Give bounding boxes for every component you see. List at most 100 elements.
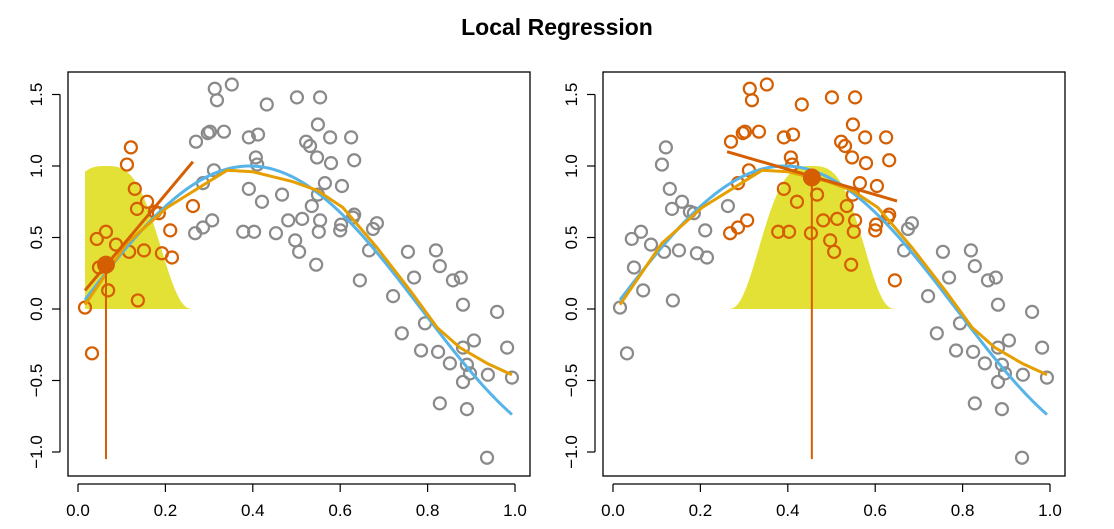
data-point-in-window (740, 213, 755, 228)
data-point-in-window (123, 140, 138, 155)
data-point (720, 198, 736, 214)
data-point (1001, 333, 1017, 348)
data-point (977, 356, 992, 371)
data-point (612, 300, 628, 315)
data-point (699, 250, 715, 265)
x-tick-label: 0.8 (951, 501, 975, 520)
data-point-in-window (887, 273, 902, 288)
data-point (311, 224, 326, 239)
y-tick-label: 1.0 (27, 154, 46, 178)
data-point-in-window (119, 157, 135, 172)
data-point (455, 374, 471, 390)
data-point (643, 237, 659, 252)
data-point (406, 270, 422, 285)
data-point (965, 344, 981, 359)
data-point (188, 226, 203, 241)
data-point (400, 244, 416, 259)
data-point-in-window (84, 346, 100, 361)
data-point (624, 231, 639, 247)
data-point-in-window (824, 90, 840, 105)
data-point (453, 270, 468, 285)
data-point-in-window (751, 124, 767, 139)
x-tick-label: 0.4 (776, 501, 800, 520)
data-point (216, 124, 232, 139)
data-point (352, 273, 367, 288)
data-point (990, 374, 1006, 390)
data-point-in-window (98, 224, 114, 239)
data-point (994, 402, 1010, 417)
data-point (224, 77, 239, 92)
loess-fit-line (83, 168, 513, 377)
data-point (432, 259, 447, 274)
target-fit-point (802, 168, 821, 187)
x-tick-label: 1.0 (503, 501, 527, 520)
data-point-in-window (783, 150, 798, 165)
y-tick-label: 0.5 (562, 226, 581, 250)
data-point-in-window (139, 194, 155, 209)
data-point-in-window (846, 224, 861, 239)
x-tick-label: 0.0 (66, 501, 90, 520)
data-point (394, 326, 409, 341)
kernel-weight-area (726, 166, 900, 309)
data-point (250, 157, 265, 172)
data-point-in-window (785, 127, 801, 142)
data-point (241, 181, 256, 196)
x-tick-label: 0.2 (689, 501, 713, 520)
true-function-line (83, 164, 513, 416)
data-point (963, 243, 979, 258)
data-point (385, 289, 401, 304)
data-point (250, 127, 266, 142)
y-tick-label: 1.5 (27, 83, 46, 107)
data-point (312, 90, 328, 105)
data-point (1015, 367, 1031, 382)
data-point (900, 221, 916, 237)
data-point (459, 402, 475, 417)
data-point (455, 340, 471, 355)
true-function-line (618, 164, 1048, 416)
data-point-in-window (723, 226, 738, 241)
x-tick-label: 0.2 (154, 501, 178, 520)
data-point (247, 224, 262, 239)
data-point (323, 130, 338, 145)
data-point (665, 293, 680, 308)
data-point (662, 181, 677, 196)
data-point (259, 97, 274, 112)
y-tick-label: 1.0 (562, 154, 581, 178)
data-point-in-window (164, 250, 180, 265)
data-point-in-window (858, 130, 873, 145)
data-point-in-window (782, 224, 797, 239)
data-point (268, 226, 284, 241)
data-point (489, 304, 505, 319)
data-point-in-window (844, 150, 860, 165)
data-point-in-window (136, 243, 152, 258)
data-point (948, 343, 964, 358)
kernel-weight-area (84, 166, 194, 309)
data-point (990, 340, 1006, 355)
data-point (500, 340, 515, 355)
data-point (674, 194, 690, 209)
data-point (920, 289, 936, 304)
data-point (309, 257, 324, 272)
data-point (967, 259, 982, 274)
data-point (289, 90, 305, 105)
data-point (334, 178, 350, 194)
data-point-in-window (163, 223, 178, 238)
data-point-in-window (830, 211, 845, 227)
data-point (654, 157, 670, 172)
data-point-in-window (129, 201, 145, 216)
data-point-in-window (127, 181, 142, 196)
data-point (1035, 340, 1050, 355)
data-point-in-window (837, 138, 853, 154)
data-point (994, 357, 1010, 372)
data-point (1039, 370, 1055, 385)
data-point (302, 138, 318, 154)
data-point (619, 346, 635, 361)
data-point-in-window (868, 217, 884, 232)
data-point (295, 211, 310, 227)
data-point (428, 243, 444, 258)
data-point (347, 153, 362, 168)
data-point (929, 326, 944, 341)
data-point (333, 223, 348, 238)
chart-title: Local Regression (461, 14, 653, 40)
